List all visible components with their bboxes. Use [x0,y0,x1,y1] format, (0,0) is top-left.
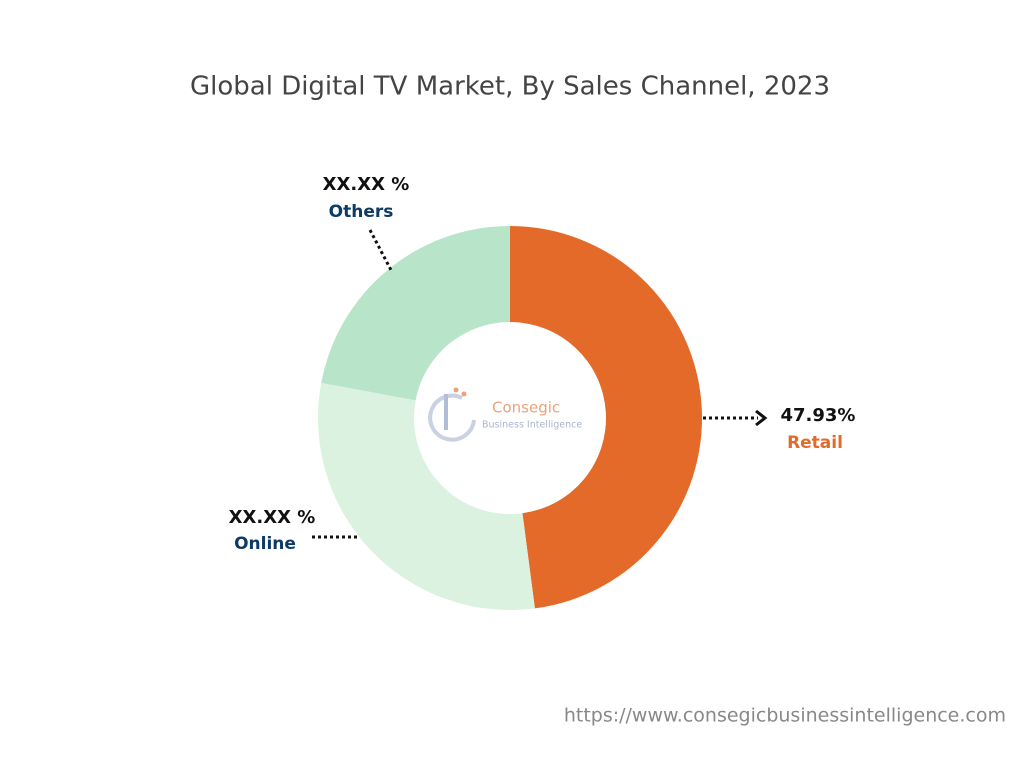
logo-tagline: Business Intelligence [482,420,582,431]
footer-url: https://www.consegicbusinessintelligence… [564,705,1006,727]
donut-slice [318,382,535,611]
category-label: Online [234,534,296,554]
donut-slice [510,226,702,609]
leader-line [368,229,394,273]
donut-slice [321,226,510,401]
category-label: Others [329,202,394,222]
logo-dot [453,387,459,393]
value-label: XX.XX % [323,174,410,195]
logo-name: Consegic [492,399,560,417]
leader-arrow [755,409,768,427]
chart-title: Global Digital TV Market, By Sales Chann… [190,72,830,102]
category-label: Retail [787,433,843,453]
logo: Consegic Business Intelligence [428,387,582,442]
value-label: 47.93% [781,405,856,426]
value-label: XX.XX % [229,507,316,528]
donut [318,226,702,611]
logo-dot [461,391,467,397]
